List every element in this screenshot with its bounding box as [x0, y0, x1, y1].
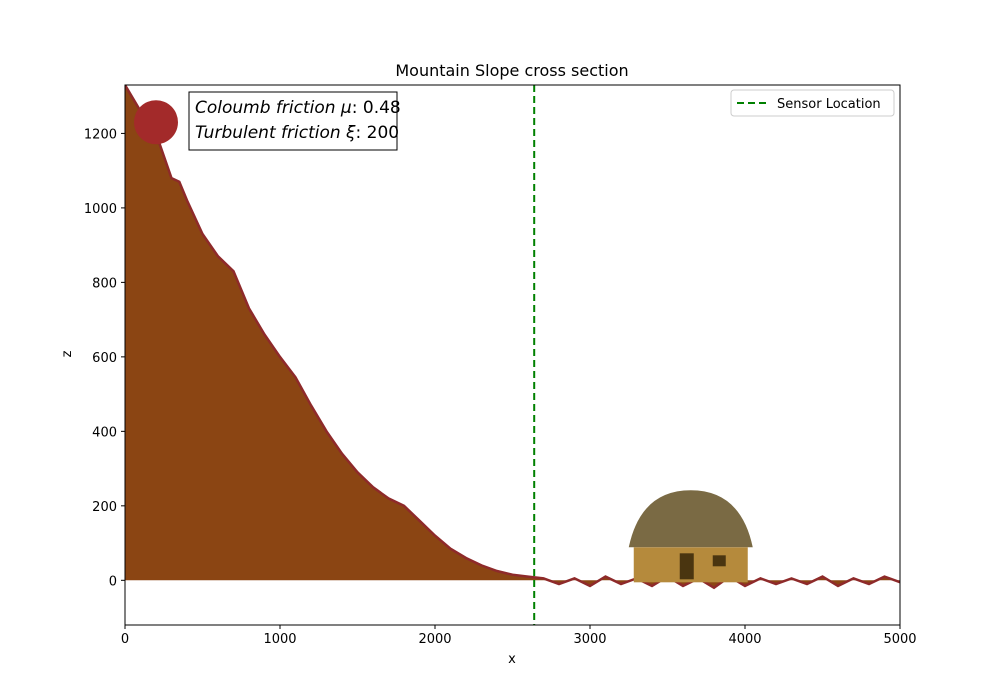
y-tick-label: 600 [92, 351, 117, 366]
legend-box [730, 89, 895, 117]
annotation-box [188, 91, 398, 151]
x-tick-label: 5000 [883, 632, 916, 647]
x-tick-label: 3000 [573, 632, 606, 647]
y-tick-label: 1000 [84, 202, 117, 217]
y-tick-label: 0 [109, 574, 117, 589]
x-axis: 0 1000 2000 3000 4000 5000 [121, 625, 917, 647]
x-tick-label: 2000 [418, 632, 451, 647]
y-axis: 0 200 400 600 800 1000 1200 [84, 127, 125, 589]
boulder-marker [134, 100, 178, 145]
annotation-line-1: Coloumb friction μ: 0.48 [195, 98, 401, 118]
y-tick-label: 200 [92, 500, 117, 515]
house-roof [628, 490, 753, 548]
y-axis-title: z [60, 350, 75, 357]
house-window [712, 555, 726, 567]
coulomb-value: : 0.48 [352, 98, 401, 118]
y-tick-label: 800 [92, 276, 117, 291]
x-tick-label: 4000 [728, 632, 761, 647]
house-door [679, 553, 694, 580]
terrain-edge-line [125, 85, 900, 590]
terrain-area [125, 85, 900, 588]
annotation-line-2: Turbulent friction ξ: 200 [195, 123, 399, 143]
legend: Sensor Location [730, 89, 895, 117]
turbulent-label: Turbulent friction ξ [195, 123, 356, 143]
house-illustration [628, 490, 753, 583]
plot-frame [124, 84, 901, 626]
turbulent-value: : 200 [356, 123, 400, 143]
x-tick-label: 0 [121, 632, 129, 647]
x-axis-title: x [508, 652, 516, 667]
x-tick-label: 1000 [263, 632, 296, 647]
y-tick-label: 1200 [84, 127, 117, 142]
plot-area [125, 85, 900, 625]
legend-sensor-label: Sensor Location [777, 97, 881, 112]
friction-annotation: Coloumb friction μ: 0.48 Turbulent frict… [188, 91, 401, 151]
chart-title: Mountain Slope cross section [395, 61, 628, 80]
y-tick-label: 400 [92, 425, 117, 440]
coulomb-label: Coloumb friction μ [195, 98, 352, 118]
